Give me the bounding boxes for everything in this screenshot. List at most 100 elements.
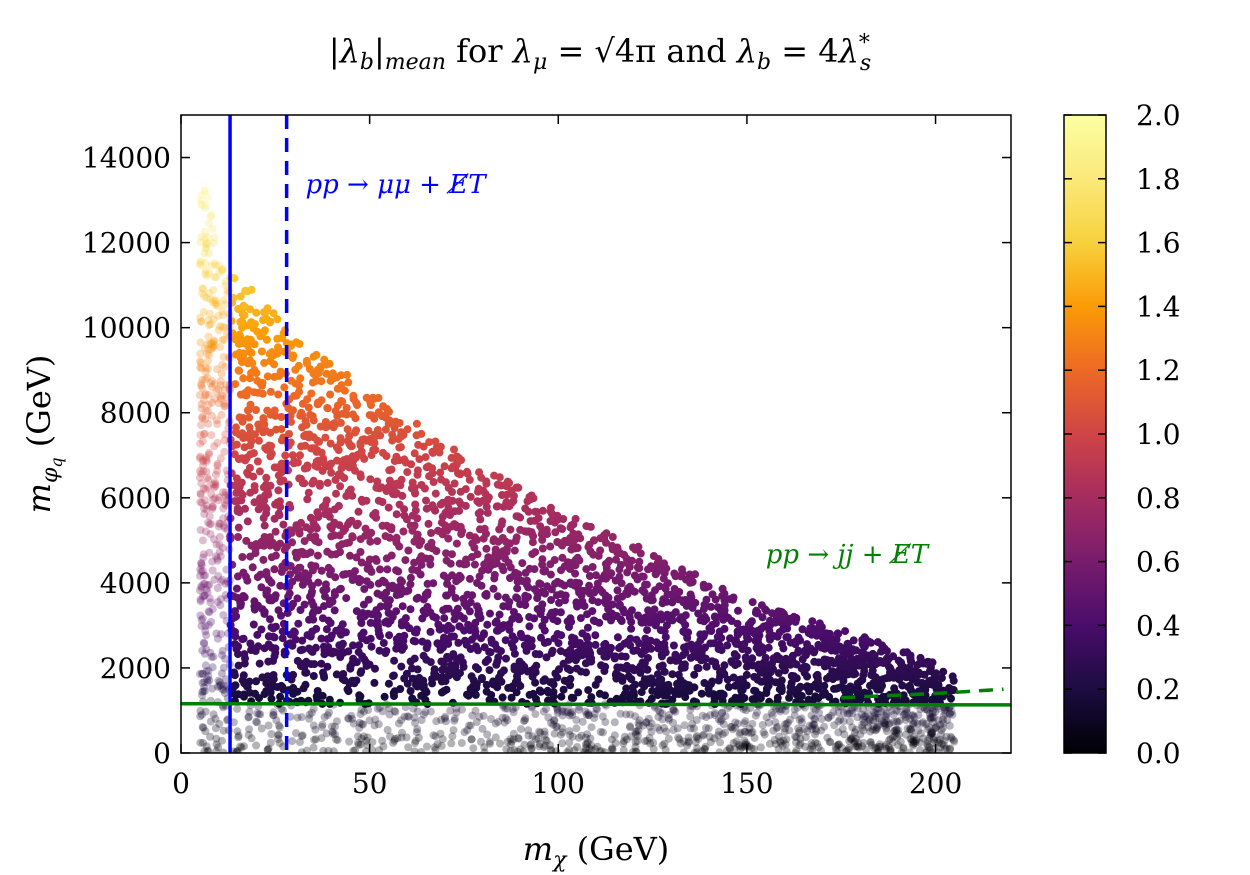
- data-point: [216, 454, 225, 463]
- data-point: [197, 317, 206, 326]
- data-point: [387, 525, 396, 534]
- data-point: [734, 740, 743, 749]
- data-point: [894, 726, 903, 734]
- data-point: [598, 712, 607, 721]
- data-point: [330, 518, 339, 527]
- data-point: [450, 507, 459, 516]
- data-point: [197, 583, 206, 592]
- data-point: [882, 744, 891, 753]
- data-point: [540, 567, 549, 576]
- data-point: [293, 713, 302, 722]
- data-point: [267, 578, 276, 587]
- data-point: [790, 705, 799, 714]
- data-point: [718, 730, 727, 739]
- data-point: [898, 681, 907, 690]
- data-point: [279, 706, 287, 715]
- data-point: [477, 737, 485, 746]
- data-point: [854, 742, 863, 751]
- data-point: [202, 456, 211, 465]
- data-point: [391, 707, 400, 716]
- data-point: [882, 727, 891, 736]
- data-point: [452, 655, 461, 664]
- data-point: [731, 723, 740, 732]
- data-point: [565, 738, 574, 747]
- data-point: [441, 712, 450, 721]
- data-point: [220, 524, 229, 533]
- data-point: [795, 726, 804, 735]
- data-point: [274, 731, 283, 740]
- data-point: [202, 453, 211, 462]
- data-point: [294, 548, 303, 557]
- data-point: [582, 565, 591, 574]
- data-point: [210, 535, 218, 544]
- data-point: [540, 727, 549, 736]
- data-point: [233, 727, 242, 736]
- data-point: [215, 681, 224, 690]
- data-point: [608, 745, 617, 753]
- data-point: [198, 687, 207, 696]
- data-point: [312, 376, 321, 385]
- data-point: [198, 289, 207, 298]
- data-point: [198, 375, 207, 384]
- data-point: [909, 736, 918, 745]
- data-point: [914, 711, 923, 720]
- data-point: [587, 741, 596, 750]
- data-point: [210, 296, 218, 305]
- data-point: [347, 711, 356, 720]
- data-point: [212, 296, 221, 305]
- data-point: [927, 748, 936, 753]
- data-point: [287, 417, 295, 426]
- data-point: [218, 265, 227, 274]
- data-point: [654, 713, 663, 721]
- data-point: [203, 349, 212, 358]
- data-point: [218, 685, 227, 693]
- data-point: [882, 740, 890, 749]
- data-point: [658, 652, 666, 661]
- data-point: [306, 513, 315, 522]
- data-point: [889, 718, 898, 727]
- data-point: [913, 661, 922, 670]
- data-point: [219, 663, 228, 672]
- data-point: [910, 712, 919, 721]
- data-point: [311, 735, 320, 744]
- data-point: [218, 307, 227, 316]
- data-point: [218, 543, 227, 552]
- data-point: [398, 728, 406, 737]
- data-point: [909, 741, 917, 750]
- data-point: [875, 720, 884, 729]
- data-point: [710, 710, 719, 719]
- data-point: [698, 711, 707, 720]
- data-point: [494, 653, 503, 662]
- data-point: [483, 508, 492, 517]
- data-point: [622, 735, 631, 744]
- data-point: [785, 726, 794, 735]
- data-point: [798, 625, 807, 634]
- data-point: [596, 585, 605, 594]
- data-point: [240, 692, 248, 701]
- data-point: [200, 292, 209, 301]
- data-point: [707, 627, 716, 635]
- data-point: [475, 712, 484, 721]
- data-point: [207, 339, 216, 348]
- data-point: [788, 657, 797, 666]
- data-point: [263, 745, 272, 753]
- data-point: [390, 707, 399, 716]
- data-point: [311, 461, 320, 470]
- data-point: [764, 718, 773, 727]
- data-point: [219, 611, 228, 620]
- data-point: [322, 369, 331, 378]
- data-point: [858, 715, 867, 724]
- data-point: [373, 537, 382, 546]
- data-point: [197, 400, 206, 409]
- data-point: [260, 420, 269, 429]
- data-point: [205, 448, 214, 457]
- data-point: [421, 708, 430, 716]
- data-point: [896, 659, 905, 668]
- data-point: [607, 745, 616, 753]
- data-point: [270, 652, 279, 661]
- data-point: [267, 694, 276, 703]
- data-point: [397, 662, 406, 671]
- data-point: [608, 744, 617, 753]
- data-point: [856, 730, 865, 739]
- data-point: [687, 600, 695, 609]
